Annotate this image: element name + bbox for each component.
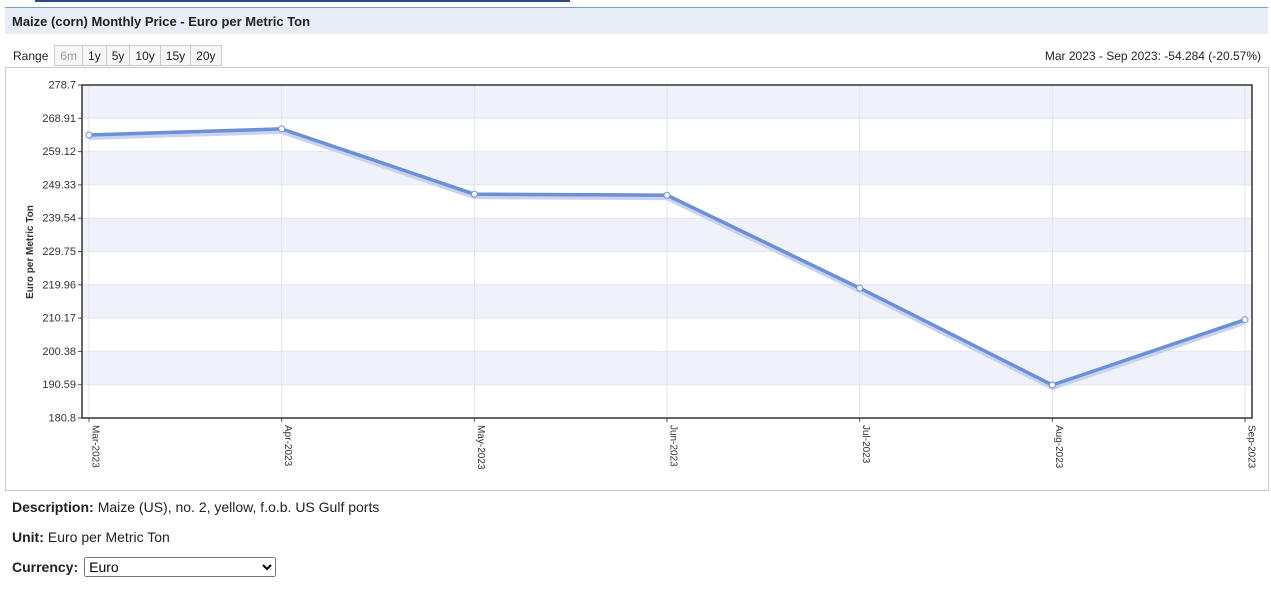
y-tick-label: 229.75 (42, 246, 76, 258)
y-tick-label: 259.12 (42, 146, 76, 158)
tab-line (35, 0, 570, 2)
range-button[interactable]: 1y (83, 45, 107, 66)
point (470, 190, 478, 198)
change-summary: Mar 2023 - Sep 2023: -54.284 (-20.57%) (1044, 49, 1261, 63)
unit-row: Unit: Euro per Metric Ton (12, 529, 170, 545)
y-tick-label: 249.33 (42, 179, 76, 191)
range-selector: Range 6m 1y 5y 10y 15y 20y (8, 45, 222, 66)
y-tick-label: 200.38 (42, 346, 76, 358)
range-button[interactable]: 15y (160, 45, 192, 66)
point (856, 284, 864, 292)
y-tick-label: 190.59 (42, 379, 76, 391)
chart-title: Maize (corn) Monthly Price - Euro per Me… (12, 14, 311, 29)
x-tick-label: Apr-2023 (282, 425, 293, 467)
point (1241, 316, 1249, 324)
plot-border (81, 84, 1253, 419)
x-tick-label: Jul-2023 (860, 425, 871, 464)
currency-select[interactable]: Euro (84, 557, 277, 577)
x-tick-label: Mar-2023 (90, 425, 101, 468)
point (278, 125, 286, 133)
y-tick-label: 210.17 (42, 313, 76, 325)
y-tick-label: 268.91 (42, 113, 76, 125)
x-tick-label: Sep-2023 (1246, 425, 1257, 469)
x-tick-label: Jun-2023 (668, 425, 679, 467)
description-row: Description: Maize (US), no. 2, yellow, f… (12, 499, 379, 515)
range-button[interactable]: 6m (54, 45, 84, 66)
y-tick-label: 239.54 (42, 213, 76, 225)
description: Maize (US), no. 2, yellow, f.o.b. US Gul… (97, 499, 380, 515)
currency-row: Currency: Euro (12, 557, 277, 577)
currency-label: Currency: (12, 559, 79, 575)
y-tick-label: 219.96 (42, 279, 76, 291)
y-tick-label: 278.7 (48, 80, 76, 92)
x-tick-label: Aug-2023 (1053, 425, 1064, 469)
title-bar: Maize (corn) Monthly Price - Euro per Me… (5, 7, 1268, 34)
range-button[interactable]: 10y (130, 45, 161, 66)
x-tick-label: May-2023 (475, 425, 486, 470)
unit: Euro per Metric Ton (47, 529, 170, 545)
range-button[interactable]: 20y (191, 45, 222, 66)
range-label: Range (13, 48, 49, 63)
point (85, 131, 93, 139)
point (1048, 381, 1056, 389)
range-button[interactable]: 5y (106, 45, 131, 66)
chart-frame (5, 67, 1269, 491)
point (663, 191, 671, 199)
y-axis-label: Euro per Metric Ton (25, 205, 36, 299)
unit-label: Unit: (12, 529, 44, 545)
y-tick-label: 180.8 (48, 413, 76, 425)
description-label: Description: (12, 499, 94, 515)
